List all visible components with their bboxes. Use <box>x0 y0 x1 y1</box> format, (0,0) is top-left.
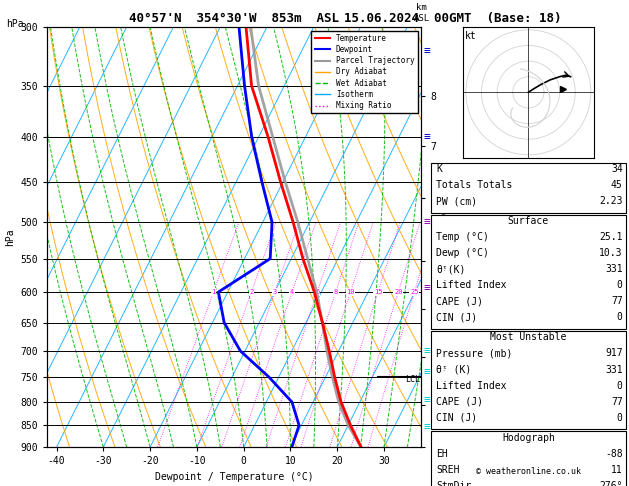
Text: Surface: Surface <box>508 216 549 226</box>
Text: © weatheronline.co.uk: © weatheronline.co.uk <box>476 467 581 476</box>
Text: StmDir: StmDir <box>436 481 471 486</box>
Text: θᵎ(K): θᵎ(K) <box>436 264 465 275</box>
Text: 10: 10 <box>346 289 355 295</box>
Text: Lifted Index: Lifted Index <box>436 280 506 291</box>
Text: 331: 331 <box>605 264 623 275</box>
Text: ≡: ≡ <box>423 346 430 356</box>
Text: 0: 0 <box>617 312 623 323</box>
Text: 4: 4 <box>290 289 294 295</box>
Legend: Temperature, Dewpoint, Parcel Trajectory, Dry Adiabat, Wet Adiabat, Isotherm, Mi: Temperature, Dewpoint, Parcel Trajectory… <box>311 31 418 113</box>
Text: 6: 6 <box>315 289 320 295</box>
Text: ≡: ≡ <box>423 47 430 56</box>
Text: CIN (J): CIN (J) <box>436 312 477 323</box>
Text: 0: 0 <box>617 413 623 423</box>
Text: 10.3: 10.3 <box>599 248 623 259</box>
Text: 0: 0 <box>617 381 623 391</box>
Text: ≡: ≡ <box>423 217 430 227</box>
Text: CAPE (J): CAPE (J) <box>436 397 483 407</box>
Text: 2.23: 2.23 <box>599 196 623 207</box>
Y-axis label: hPa: hPa <box>5 228 15 246</box>
Text: 15: 15 <box>374 289 382 295</box>
Text: 1: 1 <box>211 289 216 295</box>
Text: CAPE (J): CAPE (J) <box>436 296 483 307</box>
Text: ≡: ≡ <box>423 395 430 405</box>
Text: 34: 34 <box>611 164 623 174</box>
Text: SREH: SREH <box>436 465 459 475</box>
Text: LCL: LCL <box>405 375 420 384</box>
Text: 77: 77 <box>611 397 623 407</box>
Text: Totals Totals: Totals Totals <box>436 180 512 191</box>
Text: 917: 917 <box>605 348 623 359</box>
Text: Dewp (°C): Dewp (°C) <box>436 248 489 259</box>
Text: 331: 331 <box>605 364 623 375</box>
Text: hPa: hPa <box>6 19 24 30</box>
Text: -88: -88 <box>605 449 623 459</box>
Text: Most Unstable: Most Unstable <box>490 332 567 343</box>
Text: K: K <box>436 164 442 174</box>
Text: 3: 3 <box>273 289 277 295</box>
Text: PW (cm): PW (cm) <box>436 196 477 207</box>
Y-axis label: Mixing Ratio (g/kg): Mixing Ratio (g/kg) <box>438 186 447 288</box>
Text: Hodograph: Hodograph <box>502 433 555 443</box>
Text: 20: 20 <box>394 289 403 295</box>
Text: 25: 25 <box>410 289 418 295</box>
Text: Pressure (mb): Pressure (mb) <box>436 348 512 359</box>
Text: 0: 0 <box>617 280 623 291</box>
Text: 77: 77 <box>611 296 623 307</box>
Text: 25.1: 25.1 <box>599 232 623 243</box>
Text: ≡: ≡ <box>423 283 430 293</box>
Text: θᵎ (K): θᵎ (K) <box>436 364 471 375</box>
Text: Lifted Index: Lifted Index <box>436 381 506 391</box>
Text: EH: EH <box>436 449 448 459</box>
Text: 40°57'N  354°30'W  853m  ASL: 40°57'N 354°30'W 853m ASL <box>130 12 339 25</box>
Text: ≡: ≡ <box>423 367 430 377</box>
Text: CIN (J): CIN (J) <box>436 413 477 423</box>
Text: 11: 11 <box>611 465 623 475</box>
Text: ≡: ≡ <box>423 421 430 432</box>
Text: 45: 45 <box>611 180 623 191</box>
Text: Temp (°C): Temp (°C) <box>436 232 489 243</box>
Text: ≡: ≡ <box>423 132 430 142</box>
Text: 276°: 276° <box>599 481 623 486</box>
Text: km
ASL: km ASL <box>413 3 430 22</box>
Text: kt: kt <box>465 31 477 41</box>
Text: 2: 2 <box>249 289 253 295</box>
Text: 15.06.2024  00GMT  (Base: 18): 15.06.2024 00GMT (Base: 18) <box>344 12 562 25</box>
Text: 8: 8 <box>333 289 338 295</box>
X-axis label: Dewpoint / Temperature (°C): Dewpoint / Temperature (°C) <box>155 472 314 482</box>
